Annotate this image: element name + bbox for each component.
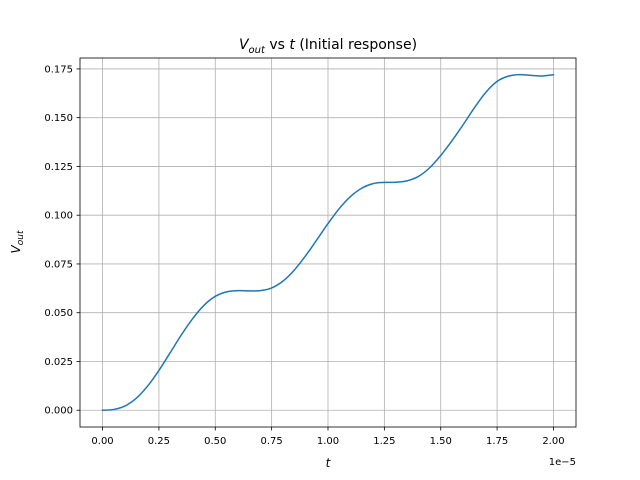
x-tick-label: 1.75 [486,436,508,447]
x-tick-label: 0.25 [148,436,170,447]
x-tick-label: 1.25 [373,436,395,447]
y-axis-label: Vout [9,230,26,253]
y-tick-label: 0.000 [44,406,73,417]
y-tick-label: 0.150 [44,113,73,124]
y-axis-label-subscript: out [16,230,26,245]
y-tick-label: 0.125 [44,162,73,173]
x-tick-label: 1.00 [317,436,339,447]
chart-title: Vout vs t (Initial response) [239,37,417,56]
x-tick-label: 0.75 [261,436,283,447]
title-connector: vs [265,37,289,53]
axis-ticks: 0.00 0.25 0.50 0.75 1.00 1.25 1.50 1.75 2.00 0.00… [44,64,564,447]
y-tick-label: 0.025 [44,357,73,368]
y-tick-label: 0.050 [44,308,73,319]
y-tick-label: 0.100 [44,211,73,222]
x-tick-label: 2.00 [542,436,564,447]
grid [80,58,576,427]
y-tick-label: 0.175 [44,64,73,75]
title-main: V [239,37,250,53]
x-tick-label: 0.00 [91,436,113,447]
x-tick-label: 0.50 [204,436,226,447]
title-variable: t [289,37,295,53]
x-axis-label: t [326,456,332,470]
series-line-0 [101,73,555,412]
y-tick-label: 0.075 [44,259,73,270]
title-main-subscript: out [249,45,266,56]
x-axis-offset-label: 1e−5 [549,457,576,468]
x-tick-label: 1.50 [430,436,452,447]
series-layer [101,73,555,412]
y-axis-label-main: V [9,244,23,253]
title-suffix: (Initial response) [295,37,417,53]
